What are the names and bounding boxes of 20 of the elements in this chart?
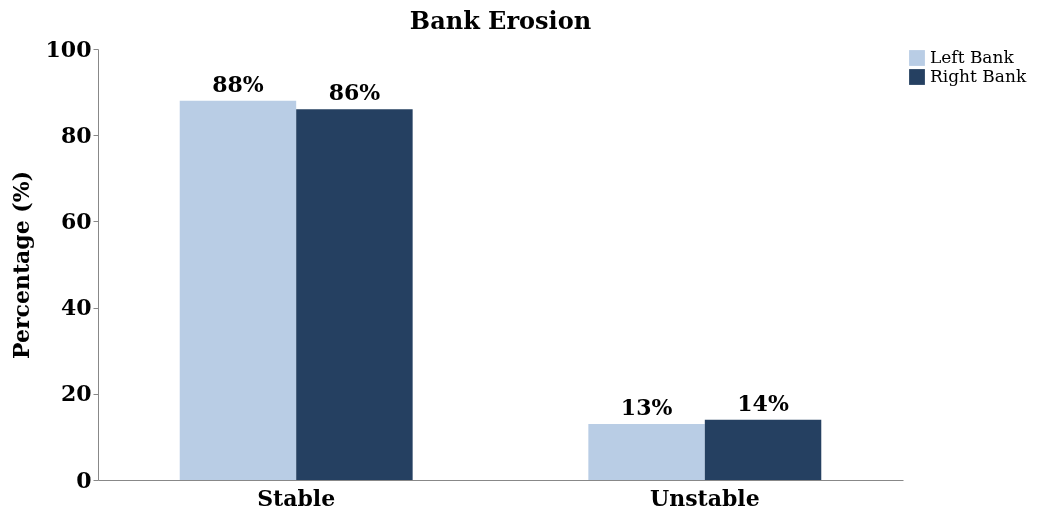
data-label: 88% [212, 70, 264, 97]
y-tick-label: 40 [60, 294, 92, 321]
y-tick-label: 0 [76, 466, 92, 493]
y-tick-label: 80 [60, 121, 92, 148]
data-label: 13% [620, 393, 673, 420]
legend-label: Left Bank [930, 47, 1015, 67]
bar [179, 100, 297, 480]
data-label: 14% [737, 389, 789, 416]
chart-title: Bank Erosion [409, 6, 592, 35]
x-tick-label: Unstable [649, 484, 760, 511]
bar [588, 423, 705, 480]
y-tick-label: 20 [60, 380, 92, 407]
data-label: 86% [328, 79, 381, 106]
x-tick-label: Stable [257, 484, 336, 511]
y-tick-label: 100 [45, 35, 92, 62]
legend-label: Right Bank [930, 66, 1027, 86]
bar [296, 109, 413, 480]
y-axis-title: Percentage (%) [7, 170, 34, 360]
bar [704, 419, 822, 480]
y-tick-label: 60 [60, 207, 92, 234]
